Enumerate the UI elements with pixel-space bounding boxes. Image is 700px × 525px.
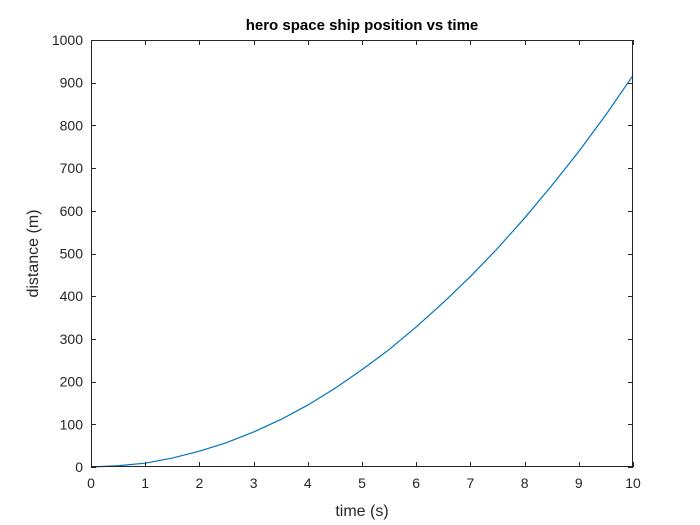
y-tick-label: 900 <box>60 75 84 91</box>
x-tick-label: 3 <box>250 475 258 491</box>
y-tick-label: 200 <box>60 374 84 390</box>
plot-area <box>91 40 633 467</box>
y-tick-label: 700 <box>60 160 84 176</box>
x-tick-label: 9 <box>575 475 583 491</box>
x-tick-label: 5 <box>358 475 366 491</box>
y-tick-label: 600 <box>60 203 84 219</box>
ticks-layer: 0 1 2 3 4 5 6 7 8 9 100100200300400500600700800900… <box>52 32 641 491</box>
series-layer <box>90 75 634 468</box>
x-tick-label: 7 <box>467 475 475 491</box>
y-tick-label: 400 <box>60 288 84 304</box>
x-tick-label: 2 <box>196 475 204 491</box>
x-axis-label: time (s) <box>335 503 388 520</box>
y-tick-label: 500 <box>60 246 84 262</box>
y-axis-label: distance (m) <box>25 209 42 297</box>
y-tick-label: 0 <box>75 459 83 475</box>
x-tick-label: 1 <box>141 475 149 491</box>
chart-title: hero space ship position vs time <box>246 17 479 34</box>
y-tick-label: 800 <box>60 117 84 133</box>
x-tick-label: 0 <box>87 475 95 491</box>
y-tick-label: 300 <box>60 331 84 347</box>
series-line <box>90 75 634 468</box>
axes-box <box>91 40 633 467</box>
x-tick-label: 10 <box>625 475 641 491</box>
y-tick-label: 100 <box>60 416 84 432</box>
x-tick-label: 8 <box>521 475 529 491</box>
x-tick-label: 6 <box>412 475 420 491</box>
y-tick-label: 1000 <box>52 32 83 48</box>
x-tick-label: 4 <box>304 475 312 491</box>
